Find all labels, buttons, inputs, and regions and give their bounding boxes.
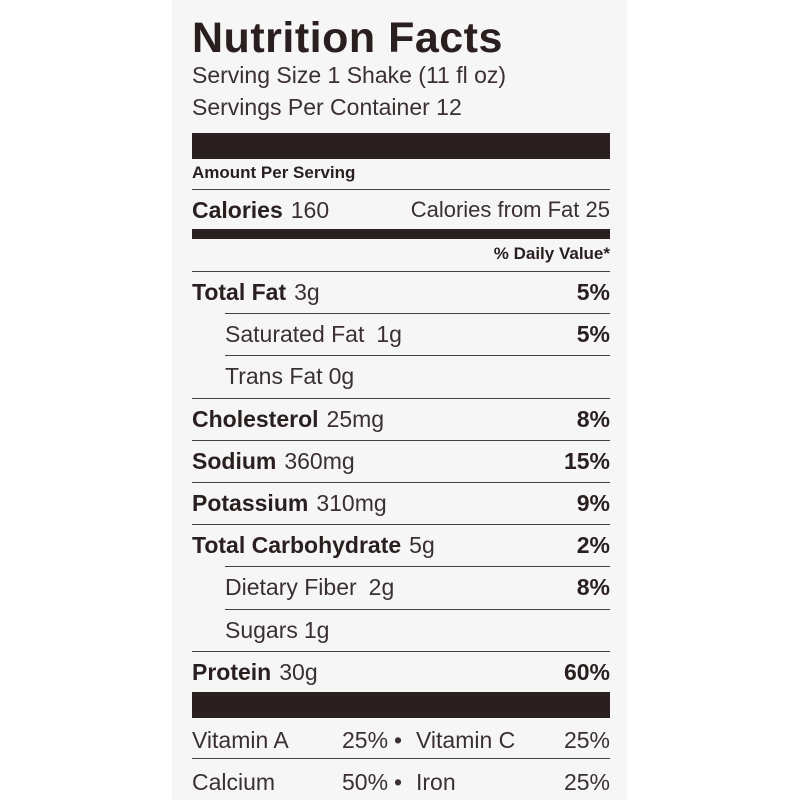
nutrient-row: Sodium 360mg 15% [192, 441, 610, 481]
vitamin-row: Calcium 50% • Iron 25% [192, 761, 610, 801]
nutrient-name: Sugars [225, 616, 298, 643]
nutrient-name: Cholesterol [192, 405, 319, 432]
serving-size: Serving Size 1 Shake (11 fl oz) [192, 62, 507, 88]
divider [192, 482, 610, 483]
vitamin-pct: 25% [563, 727, 610, 753]
divider [225, 355, 610, 356]
calories-row: Calories 160 Calories from Fat 25 [192, 190, 610, 230]
nutrient-row: Trans Fat 0g [192, 356, 610, 396]
divider [225, 313, 610, 314]
nutrient-amount: 360mg [284, 447, 355, 474]
bullet: • [394, 727, 403, 753]
divider [192, 398, 610, 399]
thick-divider-top [192, 133, 610, 159]
nutrient-name: Total Carbohydrate [192, 531, 402, 558]
daily-value-percent: 60% [563, 658, 610, 685]
nutrient-row: Dietary Fiber 2g 8% [192, 567, 610, 607]
vitamin-pct: 50% [342, 769, 389, 795]
nutrition-facts-label: Nutrition Facts Serving Size 1 Shake (11… [192, 0, 610, 800]
nutrient-amount: 5g [409, 531, 435, 558]
thick-divider-bottom [192, 692, 610, 718]
daily-value-percent: 5% [576, 320, 610, 347]
nutrient-row: Protein 30g 60% [192, 652, 610, 692]
nutrient-name: Sodium [192, 447, 277, 474]
nutrient-amount: 2g [368, 573, 395, 600]
nutrient-amount: 0g [328, 362, 355, 389]
divider [192, 189, 610, 190]
vitamin-pct: 25% [342, 727, 389, 753]
nutrient-name: Trans Fat [225, 362, 323, 389]
nutrient-amount: 30g [279, 658, 318, 685]
medium-divider [192, 229, 610, 239]
nutrient-row: Potassium 310mg 9% [192, 483, 610, 523]
nutrient-amount: 1g [376, 320, 402, 347]
daily-value-percent: 5% [576, 278, 610, 305]
divider [192, 651, 610, 652]
vitamin-name: Vitamin A [192, 727, 289, 753]
vitamin-name: Calcium [192, 769, 276, 795]
vitamin-name: Iron [416, 769, 456, 795]
nutrient-row: Cholesterol 25mg 8% [192, 399, 610, 439]
daily-value-percent: 15% [563, 447, 610, 474]
bullet: • [394, 769, 403, 795]
divider [192, 524, 610, 525]
divider [192, 758, 610, 759]
daily-value-percent: 9% [576, 489, 610, 516]
vitamin-name: Vitamin C [416, 727, 516, 753]
daily-value-percent: 2% [576, 531, 610, 558]
vitamin-pct: 25% [563, 769, 610, 795]
divider [225, 566, 610, 567]
divider [192, 271, 610, 272]
calories-value: 160 [290, 196, 330, 223]
vitamin-row: Vitamin A 25% • Vitamin C 25% [192, 719, 610, 759]
nutrient-row: Total Fat 3g 5% [192, 272, 610, 312]
divider [225, 609, 610, 610]
nutrient-amount: 310mg [316, 489, 387, 516]
nutrient-amount: 1g [303, 616, 330, 643]
calories-from-fat: Calories from Fat 25 [410, 197, 610, 222]
nutrient-row: Saturated Fat 1g 5% [192, 314, 610, 354]
nutrient-name: Total Fat [192, 278, 287, 305]
nutrient-row: Total Carbohydrate 5g 2% [192, 525, 610, 565]
nutrient-name: Dietary Fiber [225, 573, 357, 600]
nutrient-name: Protein [192, 658, 272, 685]
daily-value-header: % Daily Value* [493, 244, 610, 263]
nutrient-amount: 3g [294, 278, 320, 305]
daily-value-percent: 8% [576, 405, 610, 432]
nutrient-amount: 25mg [326, 405, 385, 432]
nutrient-name: Saturated Fat [225, 320, 365, 347]
daily-value-percent: 8% [576, 573, 610, 600]
nutrient-name: Potassium [192, 489, 309, 516]
amount-per-serving: Amount Per Serving [192, 163, 356, 182]
nutrient-row: Sugars 1g [192, 610, 610, 650]
label-title: Nutrition Facts [192, 14, 503, 62]
divider [192, 440, 610, 441]
servings-per-container: Servings Per Container 12 [192, 94, 462, 120]
calories-label: Calories [192, 196, 283, 223]
